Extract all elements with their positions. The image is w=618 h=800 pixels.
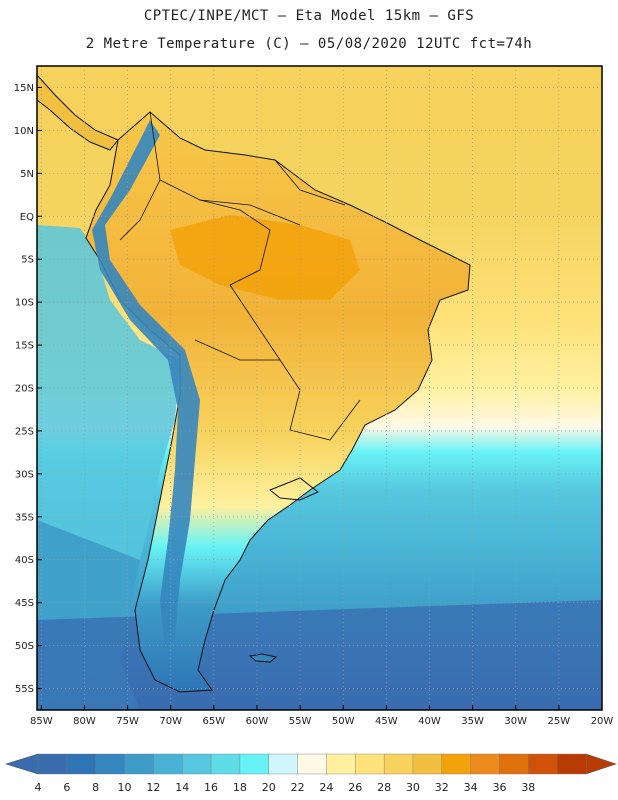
- colorbar-segment: [182, 753, 212, 775]
- colorbar-high-arrow: [585, 753, 617, 775]
- colorbar-segment: [412, 753, 443, 775]
- lat-tick-label: EQ: [20, 212, 34, 223]
- lon-tick-label: 65W: [203, 716, 226, 727]
- colorbar-segment: [326, 753, 356, 775]
- colorbar-low-arrow: [4, 753, 39, 775]
- colorbar-segment: [153, 753, 183, 775]
- colorbar-tick-label: 4: [35, 781, 42, 794]
- falkland-islands: [248, 653, 278, 663]
- lon-tick-label: 50W: [332, 716, 355, 727]
- lon-tick-label: 30W: [504, 716, 527, 727]
- lat-tick-label: 15N: [14, 83, 34, 94]
- latitude-axis: 15N 10N 5N EQ 5S 10S 15S 20S 25S 30S 35S 40S 45S 50S 5…: [14, 83, 42, 695]
- colorbar-segment: [37, 753, 68, 775]
- colorbar-segment: [355, 753, 385, 775]
- lat-tick-label: 50S: [15, 641, 34, 652]
- colorbar-tick-label: 34: [464, 781, 478, 794]
- colorbar-segment: [297, 753, 327, 775]
- colorbar-segment: [95, 753, 126, 775]
- lat-tick-label: 25S: [15, 426, 34, 437]
- colorbar-segment: [441, 753, 472, 775]
- colorbar-tick-label: 32: [435, 781, 449, 794]
- amazon-hot-region: [170, 215, 360, 300]
- lat-tick-label: 10N: [14, 126, 34, 137]
- lat-tick-label: 55S: [15, 684, 34, 695]
- colorbar-tick-label: 8: [92, 781, 99, 794]
- lon-tick-label: 35W: [461, 716, 484, 727]
- map-title-line2: 2 Metre Temperature (C) – 05/08/2020 12U…: [85, 36, 533, 52]
- colorbar-segment: [383, 753, 414, 775]
- colorbar-tick-label: 12: [146, 781, 160, 794]
- central-america-landmass: [37, 74, 119, 151]
- colorbar-segment: [268, 753, 299, 775]
- colorbar-tick-label: 38: [521, 781, 535, 794]
- colorbar-tick-label: 20: [262, 781, 276, 794]
- colorbar-segment: [556, 753, 587, 775]
- colorbar-segment: [528, 753, 558, 775]
- colorbar: 4 6 8 10 12 14 16 18 20 22 24 26 28 30 32 34 36 38: [4, 753, 617, 794]
- lat-tick-label: 15S: [15, 341, 34, 352]
- colorbar-tick-label: 18: [233, 781, 247, 794]
- lat-tick-label: 10S: [15, 298, 34, 309]
- lon-tick-label: 40W: [418, 716, 441, 727]
- colorbar-tick-label: 24: [319, 781, 333, 794]
- colorbar-tick-label: 36: [492, 781, 506, 794]
- country-borders: [119, 111, 361, 441]
- lat-tick-label: 20S: [15, 384, 34, 395]
- colorbar-tick-label: 10: [118, 781, 132, 794]
- colorbar-tick-label: 14: [175, 781, 189, 794]
- colorbar-segment: [124, 753, 154, 775]
- lon-tick-label: 55W: [289, 716, 312, 727]
- lon-tick-label: 75W: [116, 716, 139, 727]
- lat-tick-label: 5N: [20, 169, 34, 180]
- lon-tick-label: 80W: [73, 716, 96, 727]
- andes-cold-spine: [92, 120, 200, 650]
- colorbar-tick-label: 26: [348, 781, 362, 794]
- map-title-line1: CPTEC/INPE/MCT – Eta Model 15km – GFS: [143, 8, 475, 24]
- lon-tick-label: 70W: [159, 716, 182, 727]
- lon-tick-label: 60W: [246, 716, 269, 727]
- colorbar-segment: [210, 753, 241, 775]
- lat-tick-label: 30S: [15, 469, 34, 480]
- longitude-axis: 85W 80W 75W 70W 65W 60W 55W 50W 45W 40W 35W 30W 25W 2…: [30, 705, 613, 727]
- rio-de-la-plata-outline: [269, 477, 319, 501]
- lat-tick-label: 5S: [21, 255, 34, 266]
- lat-tick-label: 40S: [15, 555, 34, 566]
- lon-tick-label: 25W: [548, 716, 571, 727]
- colorbar-tick-label: 16: [204, 781, 218, 794]
- colorbar-tick-label: 30: [406, 781, 420, 794]
- lon-tick-label: 85W: [30, 716, 53, 727]
- colorbar-segment: [239, 753, 270, 775]
- lat-tick-label: 45S: [15, 598, 34, 609]
- colorbar-tick-label: 28: [377, 781, 391, 794]
- lon-tick-label: 20W: [591, 716, 614, 727]
- lat-tick-label: 35S: [15, 512, 34, 523]
- lon-tick-label: 45W: [375, 716, 398, 727]
- colorbar-segment: [66, 753, 97, 775]
- colorbar-segment: [499, 753, 529, 775]
- colorbar-segment: [470, 753, 500, 775]
- colorbar-tick-label: 6: [63, 781, 70, 794]
- colorbar-tick-label: 22: [291, 781, 305, 794]
